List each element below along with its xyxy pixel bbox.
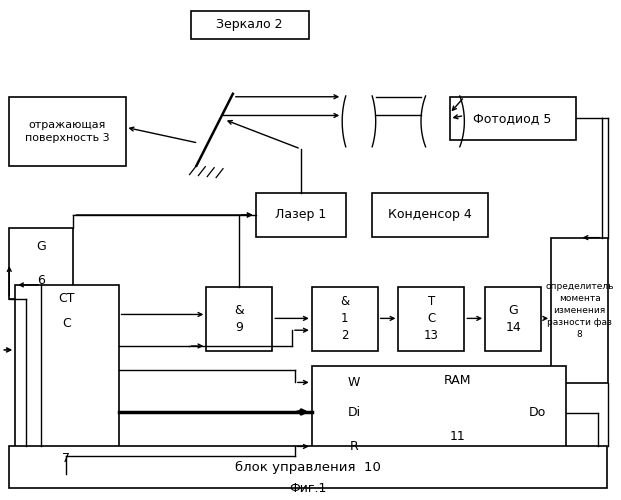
Text: 7: 7 [62,452,70,465]
Text: R: R [350,440,358,453]
Bar [9,228,73,298]
Bar [485,287,541,351]
Text: Do: Do [528,406,546,420]
Text: определитель
момента
изменения
разности фаз
8: определитель момента изменения разности … [545,282,614,339]
Bar [312,366,566,472]
Text: Зеркало 2: Зеркало 2 [216,18,283,32]
Bar [312,287,378,351]
Text: Фиг.1: Фиг.1 [289,482,327,496]
Bar [9,446,607,488]
Bar [450,97,576,140]
Bar [9,97,125,166]
Text: &
1
2: & 1 2 [340,296,349,343]
Bar [15,285,119,474]
Text: Лазер 1: Лазер 1 [275,208,327,222]
Bar [206,287,272,351]
Text: 11: 11 [450,430,465,443]
Text: RAM: RAM [444,374,471,387]
Text: Di: Di [348,406,361,420]
Text: G

6: G 6 [37,240,46,286]
Bar [372,194,488,236]
Bar [255,194,346,236]
Text: Фотодиод 5: Фотодиод 5 [473,112,552,125]
Bar [191,11,309,38]
Bar [551,238,608,384]
Text: G
14: G 14 [505,304,521,334]
Text: CT: CT [58,292,75,305]
Text: блок управления  10: блок управления 10 [235,460,381,473]
Text: отражающая
поверхность 3: отражающая поверхность 3 [25,120,110,143]
Text: Конденсор 4: Конденсор 4 [388,208,472,222]
Text: C: C [62,317,71,330]
Text: &
9: & 9 [234,304,244,334]
Text: W: W [348,376,360,389]
Text: T
C
13: T C 13 [424,296,439,343]
Bar [398,287,465,351]
